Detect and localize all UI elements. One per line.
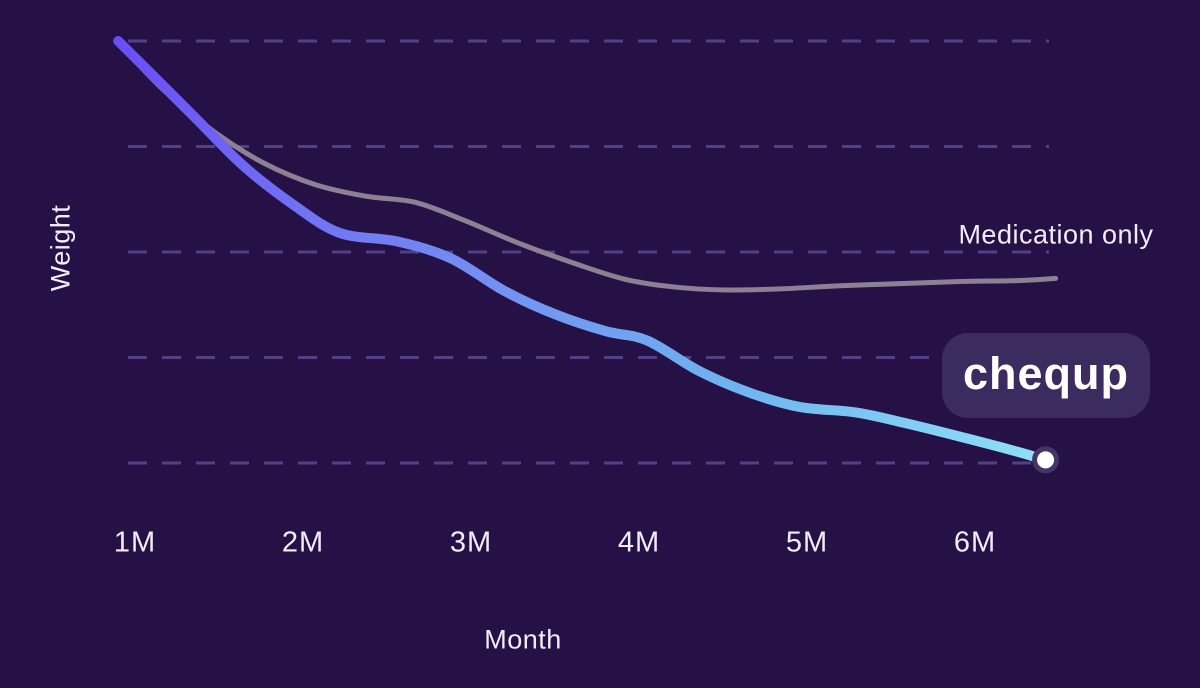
x-tick-label-6m: 6M (953, 526, 997, 559)
series-line-medication-only (119, 43, 1059, 293)
medication-only-series-label: Medication only (958, 219, 1154, 250)
series-line-chequp (113, 36, 1051, 465)
chequp-logo-text: chequp (962, 348, 1129, 399)
x-tick-label-5m: 5M (785, 526, 829, 559)
series-end-dot (1032, 446, 1060, 474)
y-axis-label: Weight (45, 204, 76, 292)
x-tick-label-2m: 2M (281, 526, 325, 559)
chequp-logo-badge: chequp (942, 333, 1150, 418)
x-tick-label-4m: 4M (617, 526, 661, 559)
x-axis-label: Month (484, 624, 562, 655)
x-tick-label-3m: 3M (449, 526, 493, 559)
x-tick-label-1m: 1M (113, 526, 157, 559)
